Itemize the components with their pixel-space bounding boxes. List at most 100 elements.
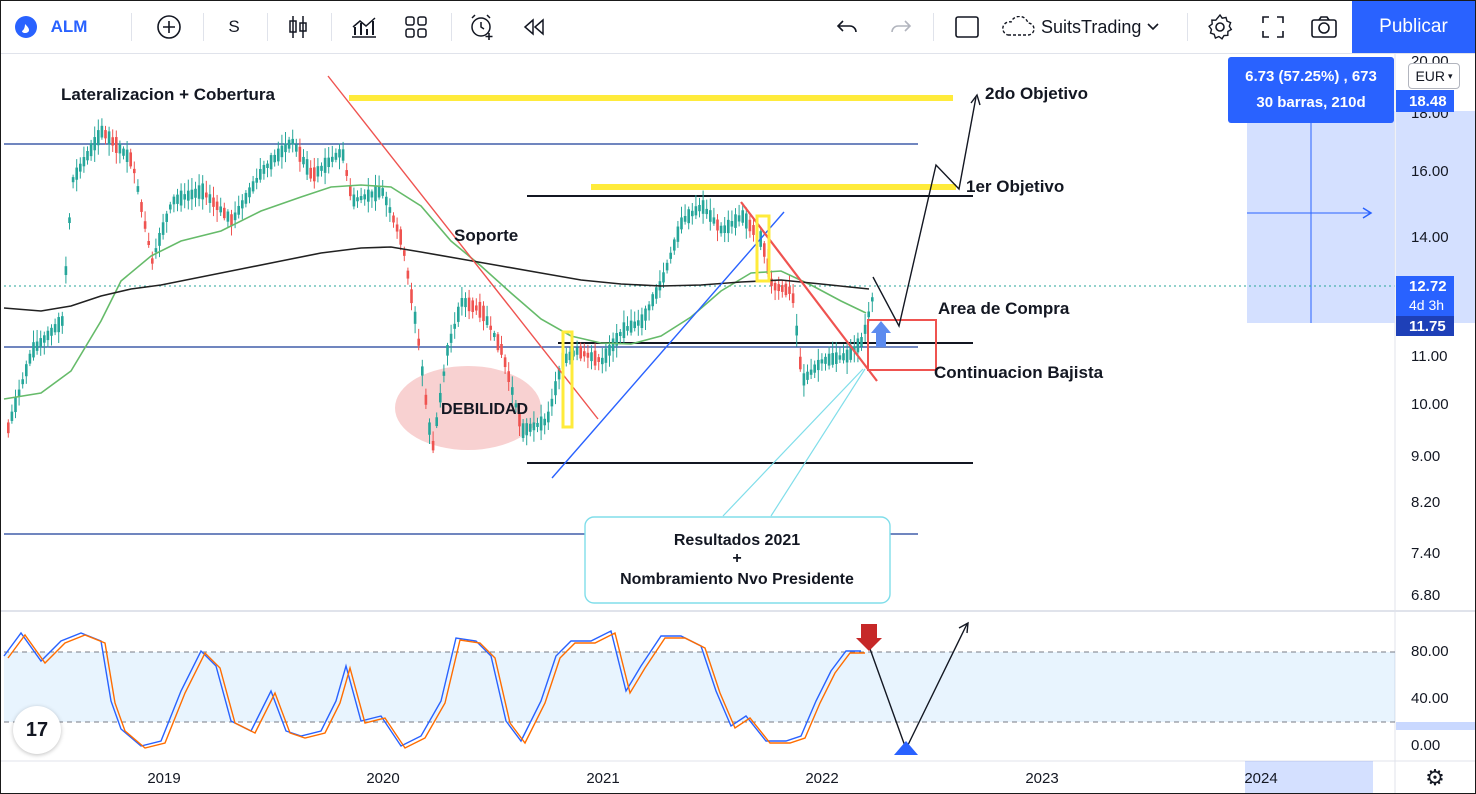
interval-button[interactable]: S <box>219 1 249 53</box>
year-tick-label: 2021 <box>586 770 619 787</box>
candle-body <box>410 289 413 304</box>
candle-body <box>68 217 71 224</box>
candle-body <box>14 397 17 413</box>
candle-body <box>64 266 68 276</box>
candle-body <box>421 366 424 376</box>
price-chart[interactable]: Lateralizacion + Cobertura 2do Objetivo … <box>1 54 1475 794</box>
tradingview-logo-icon[interactable]: 17 <box>13 706 61 754</box>
candle-body <box>284 143 287 153</box>
candle-body <box>57 317 60 333</box>
candle-body <box>583 351 586 357</box>
candle-body <box>518 413 521 427</box>
undo-icon[interactable] <box>831 1 863 53</box>
templates-icon[interactable] <box>399 1 433 53</box>
alert-icon[interactable] <box>465 1 499 53</box>
highlight-box-2 <box>755 214 771 283</box>
candle-body <box>813 364 816 373</box>
candle-body <box>176 194 179 204</box>
sell-signal-icon <box>856 624 882 651</box>
osc-tick-label: 0.00 <box>1411 737 1440 754</box>
candle-body <box>86 151 89 161</box>
candle-body <box>392 215 395 223</box>
axis-settings-icon[interactable]: ⚙ <box>1425 765 1445 790</box>
candle-body <box>575 347 579 355</box>
candle-body <box>503 357 507 368</box>
candle-body <box>745 213 748 229</box>
indicators-icon[interactable] <box>347 1 381 53</box>
ann-objective2: 2do Objetivo <box>985 84 1088 103</box>
replay-icon[interactable] <box>519 1 549 53</box>
candle-body <box>158 232 161 246</box>
candle-body <box>835 352 838 364</box>
candle-body <box>93 137 96 151</box>
candle-body <box>863 324 867 334</box>
candle-body <box>431 440 435 451</box>
downtrend-line-2 <box>740 201 878 382</box>
candle-body <box>622 322 626 339</box>
candle-body <box>133 168 136 174</box>
candle-body <box>493 332 496 338</box>
candle-body <box>118 143 122 154</box>
candle-body <box>629 320 633 333</box>
add-symbol-icon[interactable] <box>151 1 187 53</box>
year-tick-label: 2023 <box>1025 770 1058 787</box>
candle-body <box>730 220 734 227</box>
candle-body <box>104 130 107 139</box>
candle-body <box>331 156 334 162</box>
candle-body <box>727 219 730 234</box>
downtrend-line-1 <box>327 75 599 420</box>
publish-button[interactable]: Publicar <box>1352 1 1475 53</box>
candle-body <box>367 189 370 202</box>
candle-body <box>125 149 129 162</box>
camera-icon[interactable] <box>1306 1 1342 53</box>
interval-label: S <box>228 17 240 36</box>
candle-body <box>788 286 791 294</box>
candle-body <box>143 221 147 229</box>
candle-body <box>604 348 608 363</box>
candle-body <box>701 200 705 214</box>
candle-body <box>849 345 852 360</box>
layout-selector[interactable]: SuitsTrading <box>999 1 1179 53</box>
candle-body <box>327 157 330 168</box>
candle-body <box>323 157 327 173</box>
candle-body <box>226 211 230 222</box>
candle-body <box>712 217 716 224</box>
candle-body <box>619 331 622 337</box>
candle-body <box>424 394 428 405</box>
year-tick-label: 2019 <box>147 770 180 787</box>
candle-body <box>716 219 719 231</box>
ann-weakness: DEBILIDAD <box>441 401 528 418</box>
candle-body <box>82 157 86 167</box>
callout-pointer-2 <box>770 368 866 517</box>
candle-body <box>428 422 431 435</box>
candle-body <box>827 353 831 366</box>
select-box-icon[interactable] <box>951 1 983 53</box>
candle-body <box>259 169 262 180</box>
price-tick-label: 11.00 <box>1411 348 1447 365</box>
candle-body <box>507 371 510 382</box>
candle-body <box>32 342 35 358</box>
candles-icon[interactable] <box>283 1 313 53</box>
top-toolbar: ALM S <box>1 1 1475 54</box>
osc-axis-labels: 80.00 40.00 0.00 <box>1411 643 1449 754</box>
currency-selector[interactable]: EUR ▾ <box>1408 63 1460 89</box>
candle-body <box>241 200 244 209</box>
candle-body <box>140 202 143 212</box>
fullscreen-icon[interactable] <box>1256 1 1290 53</box>
candle-body <box>17 389 21 397</box>
candle-body <box>313 167 316 182</box>
candle-body <box>28 353 32 364</box>
redo-icon[interactable] <box>885 1 917 53</box>
candle-body <box>763 243 766 257</box>
settings-icon[interactable] <box>1203 1 1237 53</box>
candle-body <box>215 201 219 211</box>
candle-body <box>464 298 467 308</box>
candle-body <box>673 239 676 251</box>
candle-body <box>500 344 503 355</box>
candle-body <box>223 207 226 219</box>
projection-path <box>872 96 977 328</box>
symbol-search-button[interactable]: ALM <box>47 1 91 53</box>
candle-body <box>169 204 172 210</box>
logo-icon[interactable] <box>11 1 41 53</box>
candle-body <box>777 284 780 292</box>
